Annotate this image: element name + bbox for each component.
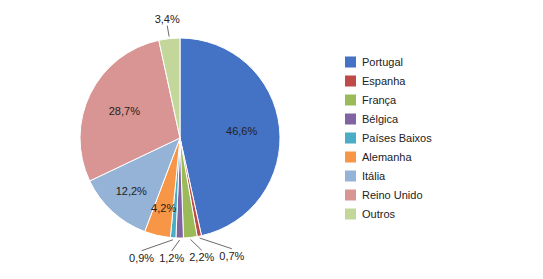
- legend-label: Alemanha: [362, 151, 412, 163]
- legend-label: Outros: [362, 208, 396, 220]
- legend-swatch: [345, 57, 356, 68]
- legend-label: Bélgica: [362, 113, 399, 125]
- legend-swatch: [345, 133, 356, 144]
- legend: Portugal Espanha França Bélgica Países Baixo…: [345, 56, 432, 220]
- legend-swatch: [345, 95, 356, 106]
- legend-swatch: [345, 114, 356, 125]
- legend-label: França: [362, 94, 397, 106]
- leader-line: [167, 26, 169, 37]
- leader-line: [191, 239, 202, 250]
- legend-swatch: [345, 171, 356, 182]
- data-label: 12,2%: [116, 185, 147, 197]
- data-label: 0,9%: [129, 252, 154, 264]
- data-label: 2,2%: [189, 251, 214, 263]
- legend-swatch: [345, 152, 356, 163]
- legend-label: Países Baixos: [362, 132, 432, 144]
- pie-slice: [159, 38, 180, 138]
- data-label: 28,7%: [109, 105, 140, 117]
- data-label: 3,4%: [155, 13, 180, 25]
- chart-container: 46,6% 0,7% 2,2% 1,2% 0,9% 4,2% 12,2% 28,7% 3,4% P…: [0, 0, 543, 279]
- data-label: 46,6%: [226, 125, 257, 137]
- data-label: 1,2%: [159, 252, 184, 264]
- leader-line: [172, 240, 180, 251]
- data-label: 4,2%: [151, 202, 176, 214]
- chart: 46,6% 0,7% 2,2% 1,2% 0,9% 4,2% 12,2% 28,7% 3,4% P…: [0, 0, 543, 279]
- legend-swatch: [345, 190, 356, 201]
- slices: [80, 38, 280, 238]
- legend-swatch: [345, 209, 356, 220]
- pie-slice: [180, 38, 280, 236]
- legend-label: Portugal: [362, 56, 403, 68]
- data-label: 0,7%: [219, 250, 244, 262]
- legend-label: Espanha: [362, 75, 406, 87]
- leader-line: [200, 238, 232, 249]
- leader-line: [142, 240, 173, 251]
- legend-label: Itália: [362, 170, 386, 182]
- legend-label: Reino Unido: [362, 189, 423, 201]
- legend-swatch: [345, 76, 356, 87]
- data-labels: 46,6% 0,7% 2,2% 1,2% 0,9% 4,2% 12,2% 28,7% 3,4%: [109, 13, 258, 264]
